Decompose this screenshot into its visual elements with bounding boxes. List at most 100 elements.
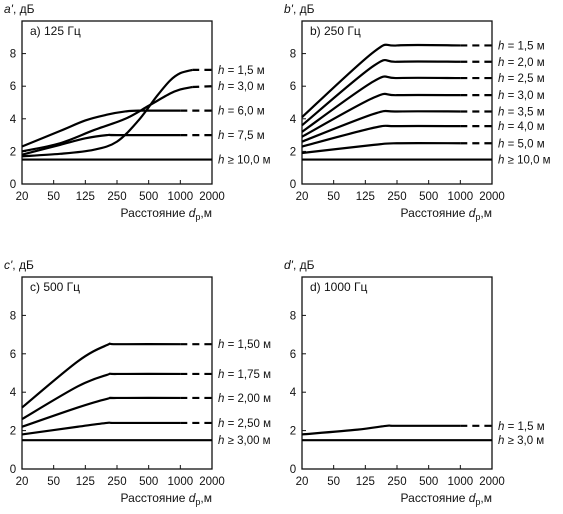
series-label: h ≥ 10,0 м xyxy=(498,155,551,167)
x-tick-label: 20 xyxy=(296,191,309,203)
y-axis-label: d', дБ xyxy=(284,258,315,272)
x-tick-label: 2000 xyxy=(479,191,505,203)
x-tick-label: 500 xyxy=(419,476,438,488)
series-line-6 xyxy=(301,124,461,148)
x-tick-label: 250 xyxy=(107,476,126,488)
panel-title: b) 250 Гц xyxy=(310,24,361,38)
x-tick-label: 500 xyxy=(139,476,158,488)
x-axis-label: Расстояние dp,м xyxy=(121,206,212,222)
series-label: h = 7,5 м xyxy=(218,130,265,142)
x-tick-label: 125 xyxy=(356,476,375,488)
y-tick-label: 6 xyxy=(10,81,16,93)
series-line-3 xyxy=(301,75,461,133)
y-tick-label: 8 xyxy=(290,49,296,61)
y-tick-label: 0 xyxy=(290,179,296,191)
y-tick-label: 4 xyxy=(290,387,297,399)
panel-title: c) 500 Гц xyxy=(30,280,80,294)
chart-panel-d: d', дБ d) 1000 Гц 0 2 4 6 8 20 50 125 250 500 1000 20… xyxy=(284,258,545,507)
x-tick-label: 125 xyxy=(76,476,95,488)
x-tick-label: 2000 xyxy=(479,476,505,488)
series-label: h = 3,0 м xyxy=(218,81,265,93)
x-axis-label: Расстояние dp,м xyxy=(401,491,492,507)
x-tick-label: 20 xyxy=(16,476,29,488)
series-label: h ≥ 3,0 м xyxy=(498,435,544,447)
y-tick-label: 2 xyxy=(10,146,16,158)
series-label: h = 1,5 м xyxy=(498,421,545,433)
series-line-2-dashed xyxy=(192,85,213,89)
x-tick-label: 20 xyxy=(296,476,309,488)
chart-panel-b: b', дБ b) 250 Гц 0 2 4 6 8 20 50 125 250 500 1000 200… xyxy=(284,2,551,222)
x-tick-label: 2000 xyxy=(199,476,225,488)
panel-title: d) 1000 Гц xyxy=(310,280,368,294)
series-line-3 xyxy=(21,396,181,428)
series-label: h = 1,75 м xyxy=(218,369,271,381)
y-tick-label: 0 xyxy=(10,464,16,476)
x-tick-label: 250 xyxy=(387,191,406,203)
x-tick-label: 1000 xyxy=(448,191,474,203)
chart-panel-c: c', дБ c) 500 Гц 0 2 4 6 8 20 50 125 250 500 1000 200… xyxy=(4,258,271,507)
y-tick-label: 6 xyxy=(290,349,296,361)
series-label: h = 1,5 м xyxy=(498,40,545,52)
series-line-1 xyxy=(21,342,181,409)
y-tick-label: 6 xyxy=(290,81,296,93)
x-axis-label: Расстояние dp,м xyxy=(121,491,212,507)
x-tick-label: 500 xyxy=(419,191,438,203)
y-tick-label: 0 xyxy=(10,179,16,191)
series-label: h = 6,0 м xyxy=(218,106,265,118)
x-tick-label: 125 xyxy=(356,191,375,203)
x-tick-label: 125 xyxy=(76,191,95,203)
series-label: h = 3,0 м xyxy=(498,90,545,102)
y-tick-label: 6 xyxy=(10,349,16,361)
series-line-4 xyxy=(21,421,181,436)
series-line-3 xyxy=(21,109,181,148)
y-axis-label: b', дБ xyxy=(284,2,315,16)
y-tick-label: 8 xyxy=(10,310,16,322)
series-label: h = 2,0 м xyxy=(498,57,545,69)
y-tick-label: 4 xyxy=(10,114,17,126)
panel-title: a) 125 Гц xyxy=(30,24,81,38)
series-label: h = 2,50 м xyxy=(218,418,271,430)
y-tick-label: 8 xyxy=(290,310,296,322)
series-line-7 xyxy=(301,142,461,155)
series-label: h = 1,50 м xyxy=(218,339,271,351)
x-axis-label: Расстояние dp,м xyxy=(401,206,492,222)
series-label: h = 2,00 м xyxy=(218,393,271,405)
series-label: h = 3,5 м xyxy=(498,106,545,118)
series-line-4 xyxy=(21,133,181,156)
y-tick-label: 2 xyxy=(290,146,296,158)
series-label: h ≥ 10,0 м xyxy=(218,155,271,167)
x-tick-label: 250 xyxy=(107,191,126,203)
y-tick-label: 8 xyxy=(10,49,16,61)
series-label: h = 5,0 м xyxy=(498,138,545,150)
series-line-1 xyxy=(21,68,193,158)
series-line-4 xyxy=(301,92,461,138)
y-tick-label: 0 xyxy=(290,464,296,476)
series-label: h = 4,0 м xyxy=(498,121,545,133)
x-tick-label: 1000 xyxy=(168,476,194,488)
y-axis-label: c', дБ xyxy=(4,258,34,272)
series-line-2 xyxy=(301,58,461,127)
x-tick-label: 50 xyxy=(47,476,60,488)
series-label: h = 2,5 м xyxy=(498,73,545,85)
series-label: h = 1,5 м xyxy=(218,65,265,77)
series-line-5 xyxy=(301,109,461,143)
x-tick-label: 20 xyxy=(16,191,29,203)
x-tick-label: 500 xyxy=(139,191,158,203)
series-line-1 xyxy=(301,424,461,436)
series-line-2 xyxy=(21,85,193,153)
x-tick-label: 2000 xyxy=(199,191,225,203)
x-tick-label: 50 xyxy=(47,191,60,203)
x-tick-label: 250 xyxy=(387,476,406,488)
chart-panel-a: a', дБ a) 125 Гц 0 2 4 6 8 20 50 125 250 500 1000 200… xyxy=(4,2,271,222)
series-line-1 xyxy=(301,43,461,118)
y-tick-label: 2 xyxy=(10,426,16,438)
y-tick-label: 4 xyxy=(290,114,297,126)
x-tick-label: 1000 xyxy=(448,476,474,488)
y-axis-label: a', дБ xyxy=(4,2,35,16)
x-tick-label: 50 xyxy=(327,476,340,488)
y-tick-label: 2 xyxy=(290,426,296,438)
x-tick-label: 50 xyxy=(327,191,340,203)
y-tick-label: 4 xyxy=(10,387,17,399)
series-line-2 xyxy=(21,372,181,421)
